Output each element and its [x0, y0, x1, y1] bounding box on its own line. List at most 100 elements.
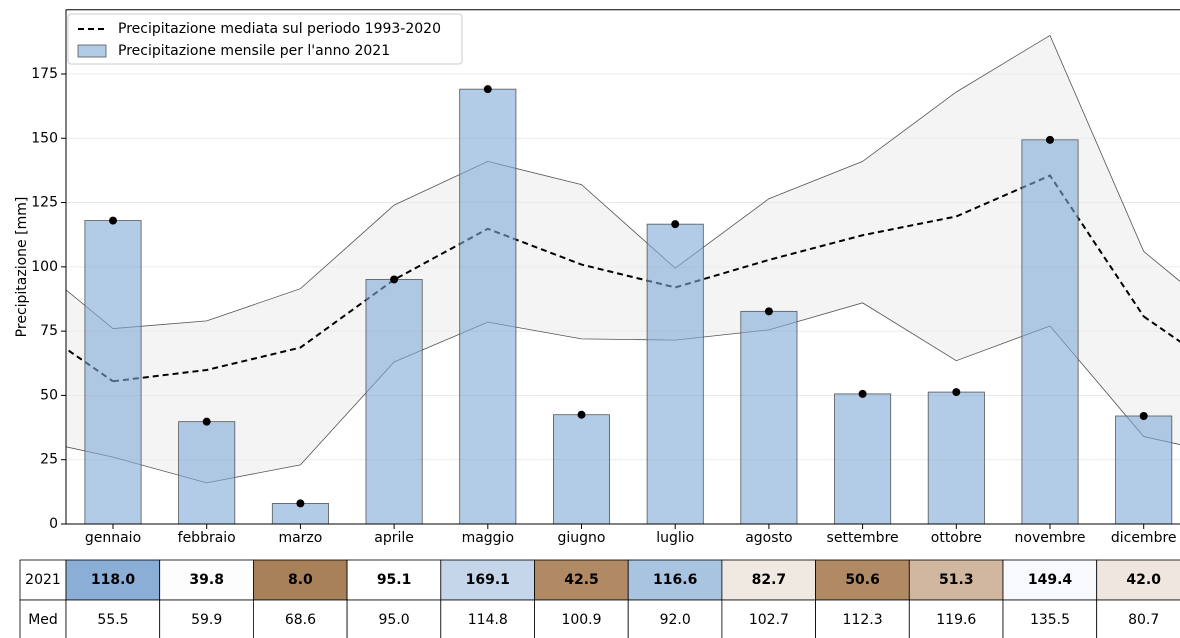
bar-top-marker	[1139, 411, 1148, 420]
table-cell-text: 80.7	[1128, 612, 1159, 628]
band-edge-wrap	[1143, 251, 1180, 282]
bar-top-marker	[1046, 135, 1054, 144]
table-cell	[815, 559, 910, 601]
bar-top-marker	[764, 307, 773, 316]
bar-top-marker	[952, 388, 961, 397]
table-cell-text: 100.9	[561, 612, 601, 628]
y-tick-label: 100	[31, 259, 58, 275]
table-cell	[159, 599, 254, 638]
table-row-label: 2021	[25, 572, 61, 588]
x-tick-label: marzo	[278, 530, 322, 546]
y-tick-label: 50	[40, 387, 58, 403]
table-row-label: Med	[28, 612, 58, 628]
table-cell-text: 149.4	[1028, 572, 1073, 588]
bar	[552, 414, 611, 525]
table-cell-text: 8.0	[288, 572, 313, 588]
x-tick-label: ottobre	[931, 530, 982, 546]
bar-top-marker	[483, 85, 492, 94]
table-cell-text: 135.5	[1030, 612, 1070, 628]
table-cell-text: 59.9	[191, 612, 222, 628]
y-tick-label: 75	[40, 323, 58, 339]
table-cell-text: 169.1	[466, 572, 510, 588]
table-cell	[440, 559, 535, 601]
bar	[927, 391, 985, 525]
table-cell	[721, 599, 817, 638]
table-cell	[534, 599, 629, 638]
legend-frame	[67, 13, 463, 65]
table-cell	[627, 559, 723, 601]
y-tick-label: 0	[49, 516, 58, 532]
band-fill	[66, 35, 1180, 483]
table-cell-text: 55.5	[97, 612, 128, 628]
bar	[646, 223, 704, 525]
x-tick-label: luglio	[656, 530, 694, 546]
table-row-label-cell	[19, 599, 67, 638]
table-cell	[252, 599, 348, 638]
table-cell	[815, 599, 910, 638]
y-axis-label: Precipitazione [mm]	[14, 197, 30, 338]
table-cell-text: 39.8	[189, 572, 224, 588]
table-cell	[1002, 559, 1098, 601]
bar-top-marker	[577, 410, 586, 419]
table-cell-text: 50.6	[845, 572, 880, 588]
bar	[459, 88, 517, 525]
table-cell-text: 118.0	[91, 572, 136, 588]
table-cell-text: 112.3	[843, 612, 883, 628]
table-cell	[65, 599, 161, 638]
bar	[1021, 139, 1079, 525]
bar	[740, 310, 798, 525]
y-tick-label: 125	[31, 195, 58, 211]
table-cell-text: 116.6	[653, 572, 697, 588]
table-cell	[1096, 559, 1180, 601]
table-cell-text: 95.1	[377, 572, 412, 588]
x-tick-label: settembre	[827, 530, 899, 546]
table-cell	[1096, 599, 1180, 638]
bar	[1115, 415, 1173, 525]
bar	[834, 393, 892, 525]
bar-top-marker	[858, 389, 867, 398]
table-cell	[721, 559, 817, 601]
table-cell-text: 68.6	[285, 612, 316, 628]
legend-label: Precipitazione mediata sul periodo 1993-…	[118, 21, 441, 37]
x-tick-label: giugno	[558, 530, 606, 546]
table-cell-text: 102.7	[749, 612, 789, 628]
table-cell-text: 51.3	[939, 572, 974, 588]
table-cell-text: 42.5	[564, 572, 599, 588]
x-tick-label: aprile	[374, 530, 414, 546]
bar-top-marker	[109, 216, 117, 225]
table-cell-text: 82.7	[752, 572, 787, 588]
x-tick-label: novembre	[1015, 530, 1086, 546]
x-tick-label: agosto	[745, 530, 792, 546]
bar-top-marker	[296, 499, 305, 508]
table-cell	[65, 559, 161, 601]
legend: Precipitazione mediata sul periodo 1993-…	[67, 13, 463, 65]
table-cell-text: 114.8	[468, 612, 508, 628]
table-cell-text: 92.0	[660, 612, 691, 628]
table-cell	[252, 559, 348, 601]
bar	[178, 421, 236, 525]
bar-top-marker	[202, 417, 211, 426]
bar-top-marker	[671, 220, 680, 229]
table-cell-text: 95.0	[379, 612, 410, 628]
bar	[84, 220, 142, 525]
y-tick-label: 25	[40, 452, 58, 468]
band-edge	[112, 34, 1145, 329]
table-cell	[1002, 599, 1098, 638]
x-tick-label: gennaio	[85, 530, 141, 546]
table-cell	[534, 559, 629, 601]
y-tick-label: 150	[31, 130, 58, 146]
legend-swatch	[77, 44, 107, 58]
y-tick-label: 175	[31, 66, 58, 82]
x-tick-label: maggio	[462, 530, 514, 546]
band-edge	[112, 302, 1145, 484]
x-tick-label: dicembre	[1111, 530, 1177, 546]
x-tick-label: febbraio	[178, 530, 236, 546]
legend-label: Precipitazione mensile per l'anno 2021	[118, 43, 390, 59]
table-cell-text: 42.0	[1126, 572, 1161, 588]
table-cell	[908, 559, 1004, 601]
bar-top-marker	[390, 275, 399, 284]
bar	[365, 279, 423, 525]
table-cell-text: 119.6	[936, 612, 976, 628]
mean-line	[112, 174, 1145, 383]
